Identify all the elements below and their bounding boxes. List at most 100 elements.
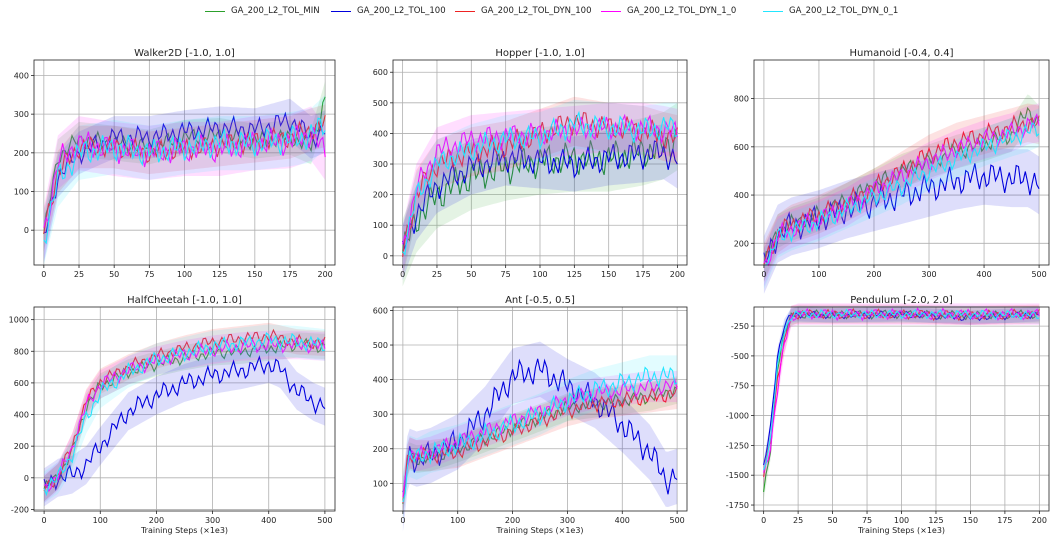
series-line-ga-200-l2-tol-dyn-1-0 bbox=[43, 124, 326, 228]
band-ga-200-l2-tol-dyn-1-0 bbox=[43, 106, 326, 262]
legend-swatch-tol-dyn-100 bbox=[455, 10, 475, 12]
x-tick-label: 300 bbox=[921, 270, 936, 279]
legend-item-tol-dyn-1-0: GA_200_L2_TOL_DYN_1_0 bbox=[601, 4, 736, 18]
x-tick-label: 125 bbox=[212, 270, 227, 279]
y-tick-label: 500 bbox=[373, 99, 388, 108]
y-tick-label: -500 bbox=[731, 352, 749, 361]
x-tick-label: 75 bbox=[501, 270, 511, 279]
plot-frame bbox=[392, 306, 688, 512]
y-tick-label: -1750 bbox=[726, 501, 749, 510]
y-tick-label: 0 bbox=[24, 474, 29, 483]
y-tick-label: -750 bbox=[731, 382, 749, 391]
panel-title: Ant [-0.5, 0.5] bbox=[505, 295, 575, 306]
y-tick-label: 400 bbox=[373, 376, 388, 385]
panel-pendulum-2-0-2-0: 0 25 50 75 100 125 150 175 200 -250 -500 -750 -1000 -… bbox=[726, 295, 1050, 535]
y-tick-label: 300 bbox=[14, 110, 29, 119]
x-tick-label: 200 bbox=[149, 516, 164, 525]
y-tick-label: 200 bbox=[734, 239, 749, 248]
y-tick-label: 200 bbox=[14, 149, 29, 158]
panel-humanoid-0-4-0-4: 0 100 200 300 400 500 200 400 600 800 Humanoid [-0… bbox=[734, 48, 1050, 294]
legend: GA_200_L2_TOL_MIN GA_200_L2_TOL_100 GA_2… bbox=[0, 0, 1053, 22]
x-tick-label: 0 bbox=[42, 516, 47, 525]
band-ga-200-l2-tol-dyn-100 bbox=[763, 103, 1040, 282]
series-line-ga-200-l2-tol-dyn-100 bbox=[43, 328, 326, 492]
x-tick-label: 50 bbox=[827, 516, 837, 525]
x-tick-label: 125 bbox=[567, 270, 582, 279]
panel-hopper-1-0-1-0: 0 25 50 75 100 125 150 175 200 0 100 200 300 400 500 60… bbox=[373, 48, 688, 287]
y-tick-label: 400 bbox=[734, 191, 749, 200]
y-tick-label: 600 bbox=[373, 68, 388, 77]
y-tick-label: 600 bbox=[734, 143, 749, 152]
y-tick-label: 200 bbox=[14, 442, 29, 451]
y-tick-label: 600 bbox=[14, 379, 29, 388]
panel-ant-0-5-0-5: 0 100 200 300 400 500 100 200 300 400 500 600 Ant [-… bbox=[373, 295, 688, 535]
x-tick-label: 200 bbox=[670, 270, 685, 279]
x-tick-label: 0 bbox=[41, 270, 46, 279]
y-tick-label: 400 bbox=[14, 411, 29, 420]
band-ga-200-l2-tol-dyn-0-1 bbox=[763, 108, 1040, 290]
series-line-ga-200-l2-tol-dyn-1-0 bbox=[763, 307, 1040, 473]
panel-title: HalfCheetah [-1.0, 1.0] bbox=[127, 295, 242, 306]
series-line-ga-200-l2-tol-100 bbox=[43, 355, 326, 492]
series-line-ga-200-l2-tol-100 bbox=[763, 310, 1040, 466]
band-ga-200-l2-tol-min bbox=[763, 305, 1040, 501]
y-tick-label: 100 bbox=[14, 188, 29, 197]
y-tick-label: 100 bbox=[373, 221, 388, 230]
y-tick-label: -250 bbox=[731, 322, 749, 331]
x-tick-label: 200 bbox=[505, 516, 520, 525]
band-ga-200-l2-tol-dyn-100 bbox=[402, 96, 678, 278]
y-tick-label: 0 bbox=[24, 226, 29, 235]
band-ga-200-l2-tol-dyn-0-1 bbox=[44, 324, 325, 504]
y-tick-label: 400 bbox=[373, 129, 388, 138]
series-line-ga-200-l2-tol-dyn-1-0 bbox=[763, 112, 1040, 267]
legend-label-tol-100: GA_200_L2_TOL_100 bbox=[357, 6, 446, 16]
x-tick-label: 75 bbox=[862, 516, 872, 525]
band-ga-200-l2-tol-dyn-1-0 bbox=[402, 371, 678, 517]
legend-item-tol-dyn-100: GA_200_L2_TOL_DYN_100 bbox=[455, 4, 592, 18]
series-line-ga-200-l2-tol-100 bbox=[402, 358, 678, 495]
x-tick-label: 150 bbox=[963, 516, 978, 525]
x-tick-label: 150 bbox=[601, 270, 616, 279]
x-tick-label: 200 bbox=[1032, 516, 1047, 525]
series-line-ga-200-l2-tol-dyn-0-1 bbox=[43, 117, 326, 245]
x-tick-label: 25 bbox=[74, 270, 84, 279]
band-ga-200-l2-tol-dyn-100 bbox=[763, 304, 1040, 485]
panel-walker2d-1-0-1-0: 0 25 50 75 100 125 150 175 200 0 100 200 300 400 Walke… bbox=[14, 48, 336, 279]
x-tick-label: 0 bbox=[400, 270, 405, 279]
x-tick-label: 300 bbox=[560, 516, 575, 525]
legend-label-tol-dyn-1-0: GA_200_L2_TOL_DYN_1_0 bbox=[627, 6, 737, 16]
y-tick-label: 300 bbox=[373, 160, 388, 169]
x-tick-label: 150 bbox=[247, 270, 262, 279]
y-tick-label: 100 bbox=[373, 479, 388, 488]
x-tick-label: 25 bbox=[793, 516, 803, 525]
y-tick-label: 200 bbox=[373, 445, 388, 454]
band-ga-200-l2-tol-min bbox=[402, 376, 678, 518]
band-ga-200-l2-tol-100 bbox=[44, 345, 325, 507]
x-tick-label: 100 bbox=[532, 270, 547, 279]
band-ga-200-l2-tol-dyn-1-0 bbox=[402, 102, 678, 275]
x-tick-label: 75 bbox=[144, 270, 154, 279]
x-tick-label: 400 bbox=[615, 516, 630, 525]
legend-swatch-tol-dyn-1-0 bbox=[601, 10, 621, 12]
panel-halfcheetah-1-0-1-0: 0 100 200 300 400 500 -200 0 200 400 600 800 1000 Hal… bbox=[9, 295, 336, 535]
x-axis-label: Training Steps (×1e3) bbox=[495, 526, 583, 535]
series-line-ga-200-l2-tol-100 bbox=[43, 111, 326, 234]
x-axis-label: Training Steps (×1e3) bbox=[140, 526, 228, 535]
panel-title: Pendulum [-2.0, 2.0] bbox=[850, 295, 953, 306]
band-ga-200-l2-tol-100 bbox=[763, 146, 1040, 294]
x-tick-label: 0 bbox=[761, 516, 766, 525]
x-tick-label: 175 bbox=[997, 516, 1012, 525]
series-line-ga-200-l2-tol-dyn-1-0 bbox=[402, 113, 678, 245]
y-tick-label: -200 bbox=[11, 505, 29, 514]
band-ga-200-l2-tol-dyn-0-1 bbox=[402, 99, 678, 275]
series-line-ga-200-l2-tol-dyn-0-1 bbox=[402, 110, 678, 256]
x-tick-label: 0 bbox=[761, 270, 766, 279]
band-ga-200-l2-tol-dyn-0-1 bbox=[763, 305, 1040, 478]
band-ga-200-l2-tol-dyn-1-0 bbox=[763, 303, 1040, 486]
series-line-ga-200-l2-tol-min bbox=[763, 106, 1040, 266]
panel-title: Humanoid [-0.4, 0.4] bbox=[849, 48, 953, 59]
series-line-ga-200-l2-tol-dyn-1-0 bbox=[43, 336, 326, 493]
legend-label-tol-dyn-100: GA_200_L2_TOL_DYN_100 bbox=[481, 6, 592, 16]
y-tick-label: 800 bbox=[734, 95, 749, 104]
x-tick-label: 500 bbox=[1031, 270, 1046, 279]
